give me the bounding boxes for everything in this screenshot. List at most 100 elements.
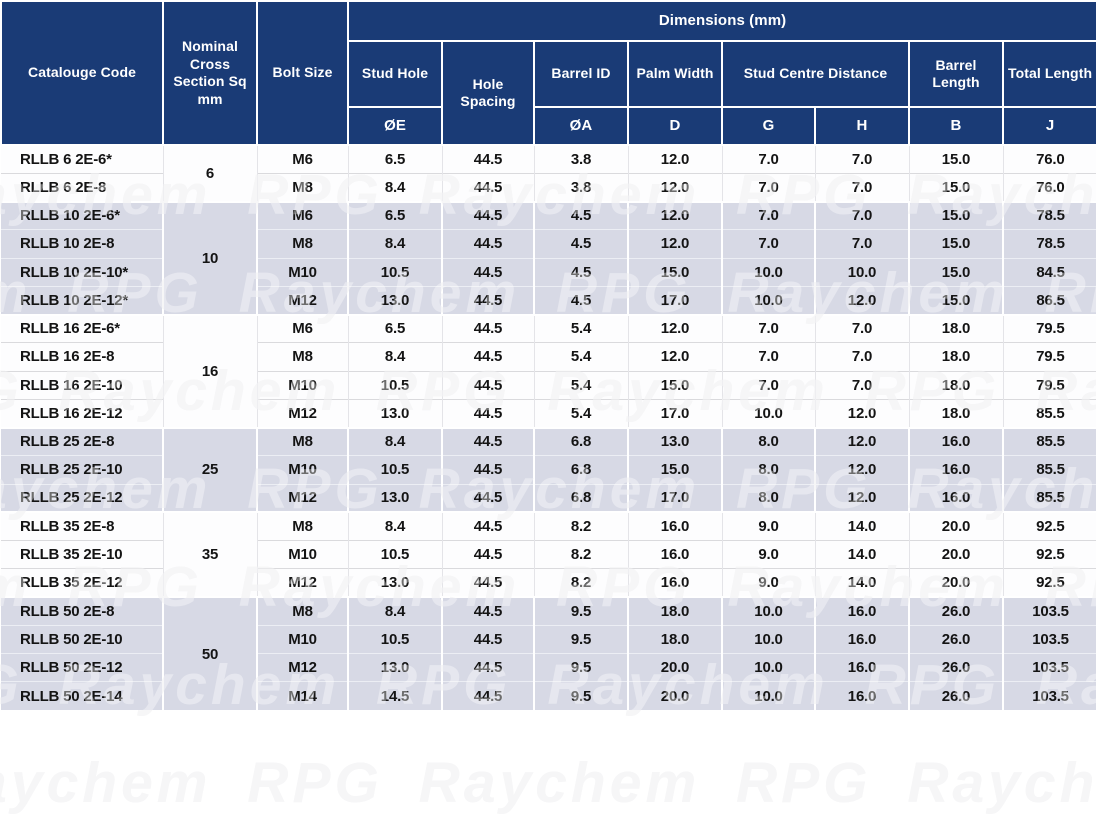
cell-catalogue-code: RLLB 16 2E-6* bbox=[1, 313, 164, 343]
cell-palm-width: 15.0 bbox=[628, 370, 723, 400]
cell-bolt-size: M12 bbox=[257, 483, 349, 513]
cell-stud-centre-g: 7.0 bbox=[722, 143, 816, 174]
cell-stud-centre-g: 10.0 bbox=[722, 257, 816, 287]
cell-barrel-id: 8.2 bbox=[534, 511, 629, 541]
cell-bolt-size: M10 bbox=[257, 257, 349, 287]
cell-barrel-length: 15.0 bbox=[909, 143, 1004, 174]
cell-total-length: 79.5 bbox=[1003, 313, 1096, 343]
cell-palm-width: 16.0 bbox=[628, 568, 723, 597]
cell-barrel-id: 9.5 bbox=[534, 595, 629, 626]
cell-hole-spacing: 44.5 bbox=[442, 624, 535, 654]
cell-palm-width: 15.0 bbox=[628, 257, 723, 287]
cell-total-length: 103.5 bbox=[1003, 624, 1096, 654]
table-header: Catalouge Code Nominal Cross Section Sq … bbox=[0, 0, 1096, 146]
cell-stud-centre-h: 7.0 bbox=[815, 172, 910, 202]
cell-stud-hole: 10.5 bbox=[348, 257, 443, 287]
cell-stud-centre-g: 10.0 bbox=[722, 398, 816, 428]
header-barrel-length: Barrel Length bbox=[908, 40, 1004, 108]
cell-stud-centre-h: 12.0 bbox=[815, 455, 910, 484]
table-body: RLLB 6 2E-6* 6 M6 6.5 44.5 3.8 12.0 7.0 7.0 15.0 7… bbox=[1, 143, 1096, 710]
cell-stud-hole: 8.4 bbox=[348, 595, 443, 626]
cell-bolt-size: M12 bbox=[257, 652, 349, 682]
cell-total-length: 92.5 bbox=[1003, 539, 1096, 569]
cell-bolt-size: M8 bbox=[257, 172, 349, 202]
cell-stud-centre-h: 7.0 bbox=[815, 370, 910, 400]
header-hole-spacing: Hole Spacing bbox=[441, 40, 535, 146]
cell-nominal-cross-section: 50 bbox=[163, 596, 258, 710]
cell-total-length: 85.5 bbox=[1003, 426, 1096, 456]
header-catalogue-code: Catalouge Code bbox=[0, 0, 164, 146]
cell-total-length: 78.5 bbox=[1003, 229, 1096, 258]
table-row: RLLB 35 2E-8 35 M8 8.4 44.5 8.2 16.0 9.0 14.0 20.… bbox=[1, 511, 1096, 597]
cell-stud-hole: 14.5 bbox=[348, 681, 443, 710]
table-row: RLLB 25 2E-8 25 M8 8.4 44.5 6.8 13.0 8.0 12.0 16.… bbox=[1, 426, 1096, 513]
cell-barrel-length: 16.0 bbox=[909, 455, 1004, 484]
cell-bolt-size: M10 bbox=[257, 370, 349, 400]
cell-barrel-length: 26.0 bbox=[909, 595, 1004, 626]
cell-total-length: 103.5 bbox=[1003, 595, 1096, 626]
cell-stud-centre-g: 10.0 bbox=[722, 624, 816, 654]
cell-hole-spacing: 44.5 bbox=[442, 313, 535, 343]
cell-bolt-size: M8 bbox=[257, 595, 349, 626]
cell-stud-centre-h: 10.0 bbox=[815, 257, 910, 287]
cell-barrel-id: 4.5 bbox=[534, 200, 629, 230]
cell-nominal-cross-section: 25 bbox=[163, 426, 258, 513]
cell-stud-hole: 10.5 bbox=[348, 624, 443, 654]
cell-catalogue-code: RLLB 50 2E-14 bbox=[1, 681, 164, 710]
cell-hole-spacing: 44.5 bbox=[442, 426, 535, 456]
cell-bolt-size: M8 bbox=[257, 342, 349, 371]
cell-total-length: 76.0 bbox=[1003, 172, 1096, 202]
cell-palm-width: 17.0 bbox=[628, 398, 723, 428]
table-row: RLLB 50 2E-10 M10 10.5 44.5 9.5 18.0 10.0 16.0 2… bbox=[1, 624, 1096, 654]
cell-stud-centre-g: 10.0 bbox=[722, 681, 816, 710]
dimensions-table: Catalouge Code Nominal Cross Section Sq … bbox=[0, 0, 1096, 710]
symbol-stud-hole: ØE bbox=[347, 106, 443, 146]
cell-stud-centre-h: 7.0 bbox=[815, 200, 910, 230]
cell-barrel-id: 5.4 bbox=[534, 313, 629, 343]
cell-catalogue-code: RLLB 16 2E-12 bbox=[1, 398, 164, 428]
cell-hole-spacing: 44.5 bbox=[442, 172, 535, 202]
cell-stud-centre-g: 7.0 bbox=[722, 200, 816, 230]
cell-stud-centre-g: 9.0 bbox=[722, 539, 816, 569]
cell-catalogue-code: RLLB 50 2E-10 bbox=[1, 624, 164, 654]
cell-barrel-id: 8.2 bbox=[534, 539, 629, 569]
cell-stud-centre-g: 8.0 bbox=[722, 483, 816, 513]
cell-stud-hole: 6.5 bbox=[348, 200, 443, 230]
cell-total-length: 78.5 bbox=[1003, 200, 1096, 230]
cell-catalogue-code: RLLB 50 2E-12 bbox=[1, 652, 164, 682]
cell-stud-centre-h: 14.0 bbox=[815, 511, 910, 541]
header-stud-centre-distance: Stud Centre Distance bbox=[721, 40, 910, 108]
cell-barrel-id: 9.5 bbox=[534, 624, 629, 654]
cell-barrel-id: 6.8 bbox=[534, 455, 629, 484]
cell-barrel-length: 18.0 bbox=[909, 398, 1004, 428]
cell-barrel-id: 5.4 bbox=[534, 342, 629, 371]
cell-barrel-length: 15.0 bbox=[909, 229, 1004, 258]
cell-barrel-id: 3.8 bbox=[534, 143, 629, 174]
cell-stud-centre-h: 14.0 bbox=[815, 568, 910, 597]
cell-stud-hole: 8.4 bbox=[348, 426, 443, 456]
table-row: RLLB 10 2E-10* M10 10.5 44.5 4.5 15.0 10.0 10.0… bbox=[1, 257, 1096, 287]
cell-stud-centre-h: 12.0 bbox=[815, 426, 910, 456]
cell-stud-centre-g: 8.0 bbox=[722, 426, 816, 456]
cell-stud-centre-h: 12.0 bbox=[815, 285, 910, 315]
cell-bolt-size: M8 bbox=[257, 229, 349, 258]
cell-stud-centre-g: 7.0 bbox=[722, 342, 816, 371]
cell-total-length: 79.5 bbox=[1003, 370, 1096, 400]
cell-barrel-id: 9.5 bbox=[534, 652, 629, 682]
cell-catalogue-code: RLLB 25 2E-12 bbox=[1, 483, 164, 513]
cell-bolt-size: M6 bbox=[257, 313, 349, 343]
cell-barrel-id: 5.4 bbox=[534, 370, 629, 400]
table-row: RLLB 6 2E-6* 6 M6 6.5 44.5 3.8 12.0 7.0 7.0 15.0 7… bbox=[1, 143, 1096, 202]
cell-total-length: 103.5 bbox=[1003, 681, 1096, 710]
cell-barrel-length: 15.0 bbox=[909, 285, 1004, 315]
cell-palm-width: 12.0 bbox=[628, 229, 723, 258]
table-row: RLLB 10 2E-8 M8 8.4 44.5 4.5 12.0 7.0 7.0 15.0 78… bbox=[1, 229, 1096, 258]
cell-bolt-size: M6 bbox=[257, 200, 349, 230]
cell-hole-spacing: 44.5 bbox=[442, 595, 535, 626]
table-row: RLLB 10 2E-6* 10 M6 6.5 44.5 4.5 12.0 7.0 7.0 15.… bbox=[1, 200, 1096, 315]
cell-stud-hole: 13.0 bbox=[348, 568, 443, 597]
cell-catalogue-code: RLLB 35 2E-10 bbox=[1, 539, 164, 569]
cell-palm-width: 13.0 bbox=[628, 426, 723, 456]
cell-bolt-size: M12 bbox=[257, 568, 349, 597]
